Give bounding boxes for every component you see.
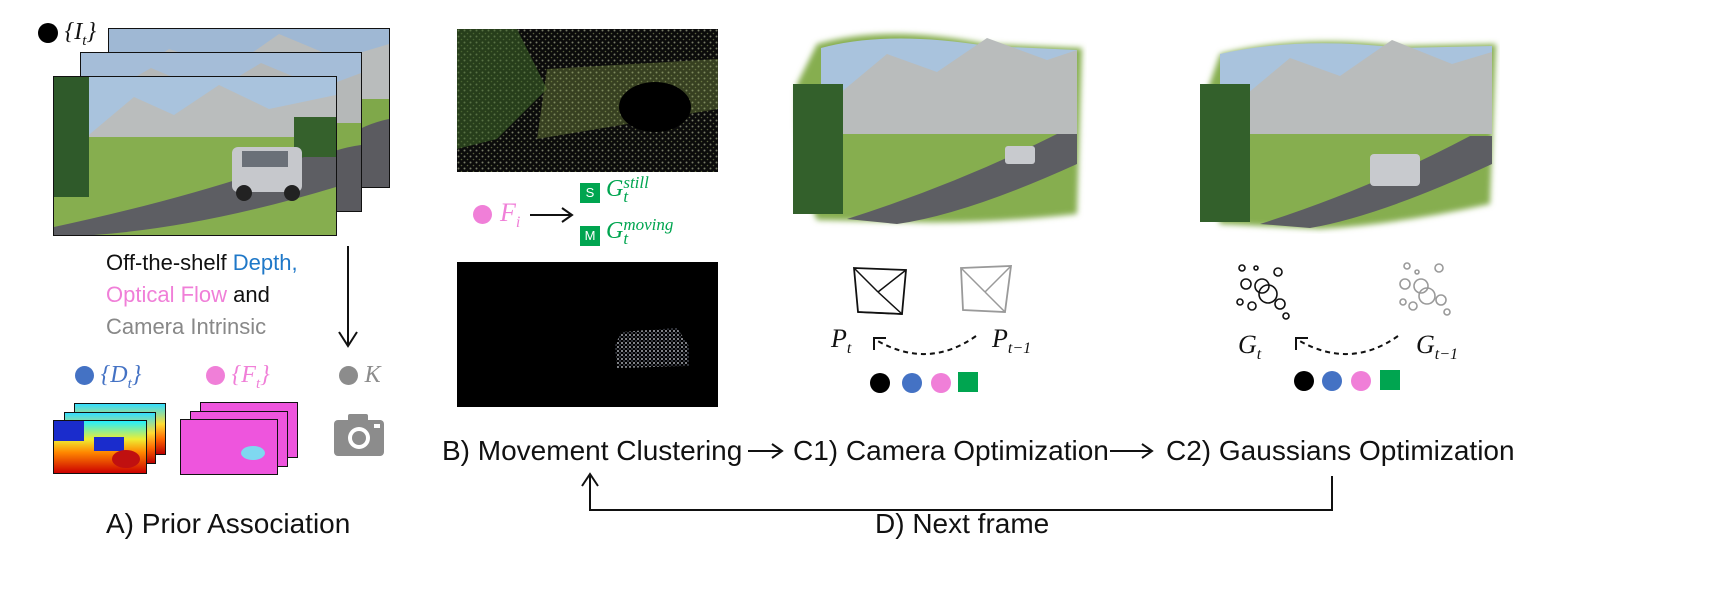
depth-symbol: {Dt} bbox=[100, 362, 142, 392]
next-frame-loop-arrow bbox=[581, 472, 1333, 511]
depth-symbol-close: } bbox=[131, 362, 142, 388]
legend-images: {It} bbox=[38, 18, 96, 50]
camera-render-image bbox=[787, 24, 1087, 234]
flow-symbol-base: {F bbox=[231, 362, 256, 388]
input-frame-front bbox=[53, 76, 337, 236]
camera-current-sub: t bbox=[846, 340, 852, 358]
arrow-b-to-c1 bbox=[748, 443, 784, 459]
legend-flow: {Ft} bbox=[206, 361, 270, 393]
gaussians-current-icon bbox=[1236, 264, 1290, 320]
gaussians-current-base: G bbox=[1238, 330, 1257, 359]
moving-sup: moving bbox=[623, 215, 674, 235]
cluster-arrow bbox=[530, 207, 574, 223]
c2-cluster-square bbox=[1380, 370, 1400, 390]
c1-images-dot bbox=[870, 373, 890, 393]
depth-symbol-base: {D bbox=[100, 362, 128, 388]
gaussians-current-label: Gt bbox=[1238, 330, 1261, 364]
stage-d-label: D) Next frame bbox=[875, 508, 1050, 539]
flow-point-dot bbox=[473, 205, 492, 224]
still-base: G bbox=[606, 176, 624, 202]
camera-current-base: P bbox=[831, 324, 847, 353]
flow-dot bbox=[206, 366, 225, 386]
camera-previous-base: P bbox=[992, 324, 1008, 353]
priors-line-1: Off-the-shelf Depth, bbox=[106, 247, 298, 279]
priors-flow-word: Optical Flow bbox=[106, 282, 228, 307]
stage-c1-label: C1) Camera Optimization bbox=[793, 435, 1109, 466]
gaussians-current-sub: t bbox=[1256, 346, 1262, 364]
gaussians-previous-label: Gt−1 bbox=[1416, 330, 1458, 364]
priors-prefix: Off-the-shelf bbox=[106, 250, 233, 275]
moving-scripts: moving t bbox=[623, 215, 674, 249]
stage-a-label: A) Prior Association bbox=[106, 508, 351, 539]
stage-b-label: B) Movement Clustering bbox=[442, 435, 743, 466]
priors-line-3: Camera Intrinsic bbox=[106, 314, 267, 339]
c2-depth-dot bbox=[1322, 371, 1342, 391]
stage-c2-label: C2) Gaussians Optimization bbox=[1166, 435, 1515, 466]
flow-symbol-close: } bbox=[260, 362, 270, 388]
gaussians-inputs-legend bbox=[1294, 370, 1414, 392]
flow-symbol: {Ft} bbox=[231, 362, 270, 392]
still-points-image bbox=[457, 29, 718, 172]
camera-previous-sub: t−1 bbox=[1007, 340, 1032, 358]
camera-icon bbox=[334, 414, 384, 456]
c1-cluster-square bbox=[958, 372, 978, 392]
c1-flow-dot bbox=[931, 373, 951, 393]
c2-flow-dot bbox=[1351, 371, 1371, 391]
c1-depth-dot bbox=[902, 373, 922, 393]
priors-depth-word: Depth, bbox=[232, 250, 298, 275]
still-badge: S bbox=[580, 183, 600, 203]
flow-symbol-sub: t bbox=[255, 375, 261, 392]
flow-point-sub: i bbox=[515, 214, 521, 232]
flow-point-symbol: Fi bbox=[500, 198, 520, 232]
moving-badge: M bbox=[580, 226, 600, 246]
gaussians-previous-base: G bbox=[1416, 330, 1435, 359]
gaussians-render-image bbox=[1200, 24, 1500, 234]
camera-update-arrow bbox=[873, 335, 977, 356]
images-symbol: {It} bbox=[64, 19, 97, 49]
images-symbol-close: } bbox=[86, 19, 97, 45]
gaussians-update-arrow bbox=[1295, 335, 1399, 356]
camera-previous-label: Pt−1 bbox=[992, 324, 1031, 358]
gaussians-previous-icon bbox=[1399, 262, 1451, 316]
still-sub: t bbox=[623, 187, 629, 207]
c2-images-dot bbox=[1294, 371, 1314, 391]
depth-dot bbox=[75, 366, 94, 386]
flow-map-front bbox=[180, 419, 278, 475]
intrinsic-dot bbox=[339, 366, 358, 386]
still-sup: still bbox=[623, 173, 649, 193]
intrinsic-symbol: K bbox=[364, 362, 381, 388]
images-symbol-sub: t bbox=[82, 32, 87, 49]
priors-text: Off-the-shelf Depth, Optical Flow and Ca… bbox=[106, 247, 298, 343]
flow-point-base: F bbox=[500, 198, 516, 227]
depth-map-front bbox=[53, 420, 147, 474]
legend-depth: {Dt} bbox=[75, 361, 141, 393]
depth-symbol-sub: t bbox=[127, 375, 132, 392]
priors-and: and bbox=[227, 282, 270, 307]
images-symbol-base: {I bbox=[64, 19, 83, 45]
down-arrow bbox=[338, 246, 358, 348]
arrow-c1-to-c2 bbox=[1110, 443, 1154, 459]
camera-inputs-legend bbox=[870, 372, 990, 394]
images-dot bbox=[38, 22, 58, 43]
moving-base: G bbox=[606, 218, 624, 244]
camera-frustum-current bbox=[853, 267, 907, 315]
moving-sub: t bbox=[623, 229, 629, 249]
priors-line-2: Optical Flow and bbox=[106, 279, 298, 311]
camera-frustum-previous bbox=[960, 265, 1013, 313]
camera-current-label: Pt bbox=[831, 324, 851, 358]
legend-intrinsic: K bbox=[339, 361, 381, 389]
still-scripts: still t bbox=[623, 173, 649, 207]
moving-points-image bbox=[457, 262, 718, 407]
gaussians-previous-sub: t−1 bbox=[1434, 346, 1459, 364]
